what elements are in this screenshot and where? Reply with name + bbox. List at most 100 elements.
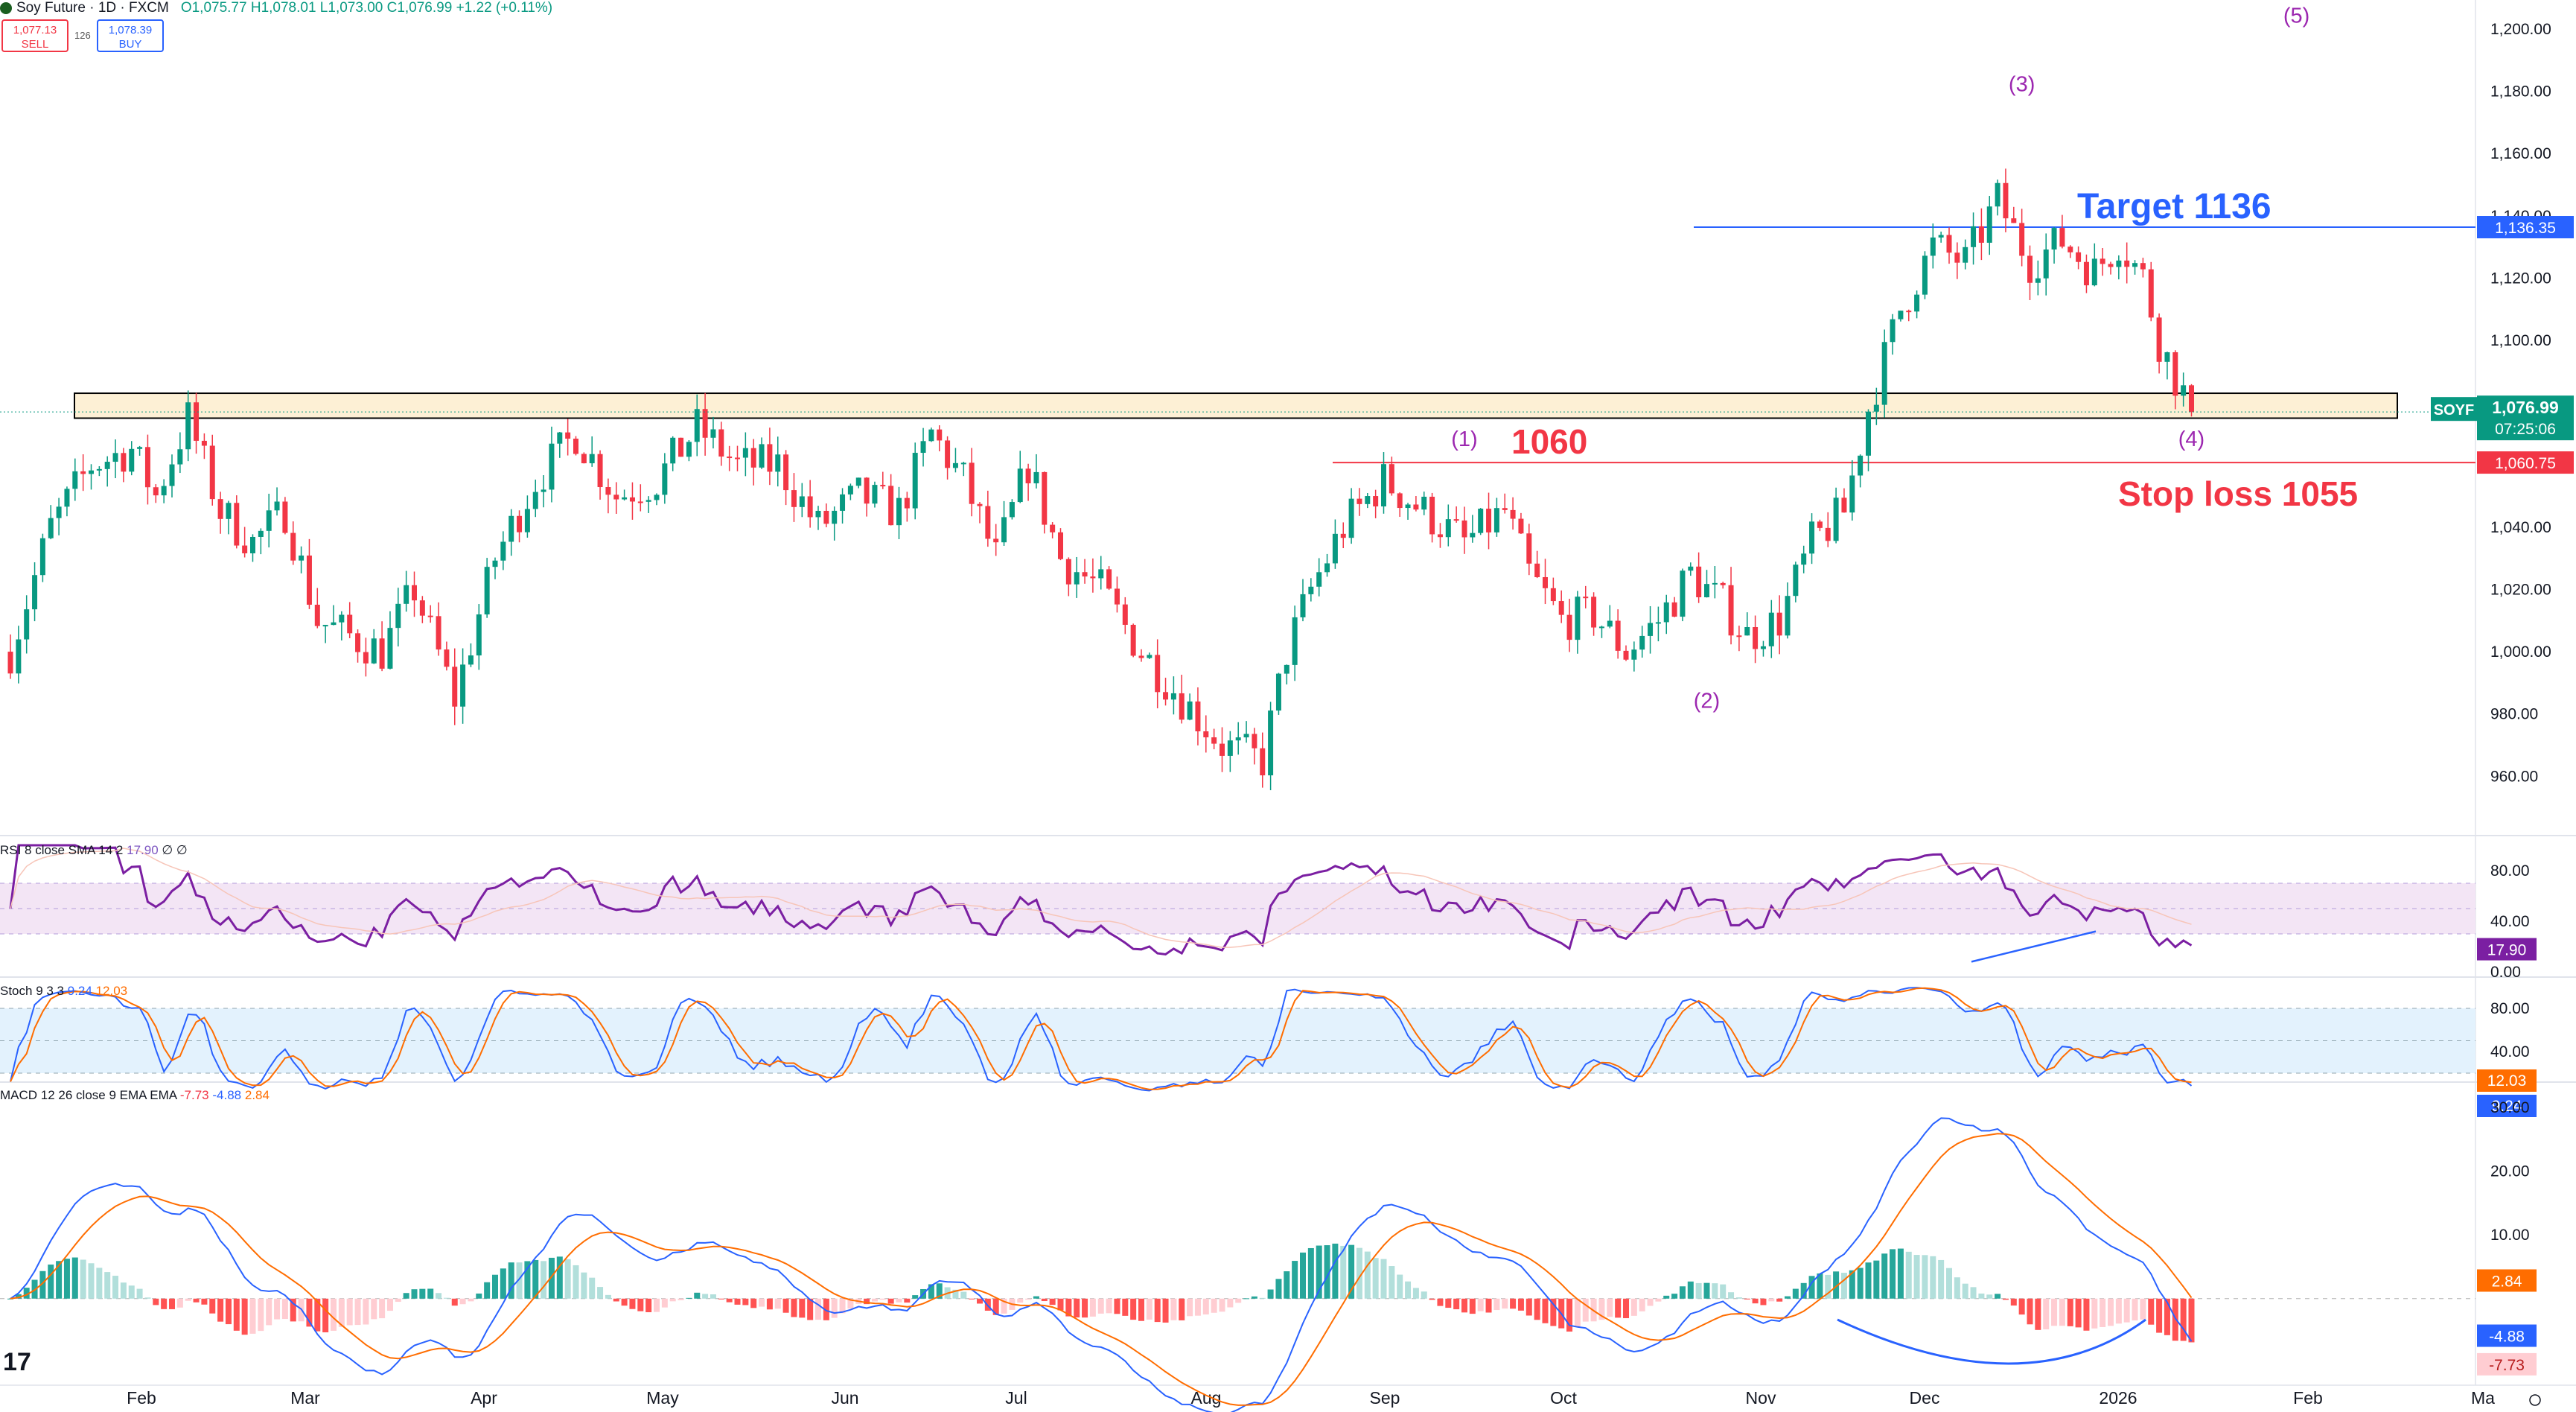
macd-histogram-bar (258, 1298, 264, 1332)
macd-hist-tag: -7.73 (2489, 1357, 2525, 1374)
spread-value: 126 (74, 30, 91, 41)
candle-body (928, 429, 934, 442)
wave-label: (4) (2178, 427, 2204, 451)
macd-histogram-bar (274, 1298, 281, 1320)
macd-histogram-bar (952, 1289, 959, 1299)
macd-tick-label: 10.00 (2490, 1227, 2530, 1244)
buy-button[interactable]: 1,078.39 BUY (97, 19, 164, 52)
macd-histogram-bar (500, 1268, 506, 1299)
macd-histogram-bar (120, 1282, 127, 1299)
stop-loss-annotation: Stop loss 1055 (2118, 474, 2358, 513)
macd-histogram-bar (2140, 1298, 2146, 1320)
candle-body (1252, 734, 1257, 748)
candle-body (573, 439, 578, 454)
candle-body (121, 453, 127, 472)
time-tick-label: Ma (2471, 1388, 2495, 1408)
candle-body (1114, 588, 1120, 605)
macd-histogram-bar (1639, 1298, 1645, 1311)
candle-body (524, 509, 530, 532)
sell-price: 1,077.13 (13, 24, 57, 36)
candle-body (1866, 411, 1871, 456)
macd-histogram-bar (411, 1289, 418, 1299)
candle-body (1615, 620, 1621, 651)
macd-histogram-bar (249, 1298, 256, 1334)
macd-histogram-bar (508, 1262, 514, 1299)
candle-body (1170, 693, 1176, 700)
macd-histogram-bar (573, 1265, 579, 1299)
macd-histogram-bar (1380, 1259, 1387, 1299)
macd-histogram-bar (71, 1257, 78, 1299)
stoch-d-tag-bg (2477, 1069, 2537, 1092)
candle-body (710, 429, 716, 438)
macd-histogram-bar (1865, 1262, 1872, 1299)
macd-histogram-bar (161, 1298, 168, 1309)
macd-histogram-bar (193, 1298, 200, 1303)
candle-body (314, 605, 320, 626)
macd-histogram-bar (128, 1285, 135, 1299)
candle-body (153, 487, 159, 496)
candle-body (1381, 464, 1386, 506)
candle-body (1558, 601, 1564, 615)
candle-body (2189, 385, 2194, 413)
candle-body (1663, 602, 1669, 623)
rsi-legend[interactable]: RSI 8 close SMA 14 2 17.90 ∅ ∅ (0, 843, 188, 858)
candle-body (904, 497, 910, 509)
candle-body (1946, 235, 1952, 253)
macd-histogram-bar (1534, 1298, 1540, 1320)
price-tick-label: 960.00 (2490, 768, 2538, 785)
macd-histogram-bar (1397, 1274, 1403, 1299)
macd-histogram-bar (1025, 1298, 1032, 1300)
macd-histogram-bar (15, 1294, 22, 1299)
candle-body (460, 664, 466, 707)
macd-histogram-bar (1623, 1298, 1629, 1319)
macd-histogram-bar (1122, 1298, 1129, 1316)
candle-body (1033, 471, 1039, 483)
macd-histogram-bar (266, 1298, 272, 1326)
candle-body (799, 496, 805, 507)
candle-body (48, 518, 54, 538)
symbol-title[interactable]: Soy Future · 1D · FXCM (16, 0, 169, 16)
macd-histogram-bar (960, 1291, 967, 1299)
macd-histogram-bar (1881, 1253, 1888, 1299)
candle-body (815, 510, 821, 518)
macd-histogram-bar (39, 1271, 46, 1299)
macd-histogram-bar (176, 1298, 183, 1308)
candle-body (1065, 559, 1071, 585)
macd-histogram-bar (2051, 1298, 2058, 1326)
macd-histogram-bar (379, 1298, 386, 1319)
candle-body (1155, 655, 1161, 693)
tradingview-logo-icon[interactable]: 17 (3, 1348, 31, 1376)
macd-histogram-bar (750, 1298, 757, 1308)
candle-body (1744, 626, 1750, 636)
candle-body (557, 432, 563, 444)
macd-histogram-bar (936, 1283, 943, 1299)
candle-body (840, 494, 846, 511)
candle-body (702, 409, 708, 438)
candle-body (727, 457, 733, 459)
macd-histogram-bar (1833, 1271, 1840, 1299)
time-tick-label: May (646, 1388, 679, 1408)
candle-body (266, 510, 272, 531)
macd-histogram-bar (88, 1263, 95, 1299)
macd-histogram-bar (1857, 1268, 1864, 1299)
candle-body (1833, 497, 1839, 541)
macd-legend[interactable]: MACD 12 26 close 9 EMA EMA -7.73 -4.88 2… (0, 1088, 270, 1103)
candle-body (1082, 572, 1088, 577)
sell-button[interactable]: 1,077.13 SELL (1, 19, 68, 52)
rsi-band (0, 883, 2475, 934)
candle-body (718, 429, 724, 457)
macd-histogram-bar (1647, 1298, 1654, 1306)
macd-histogram-bar (1421, 1291, 1427, 1299)
candle-body (1405, 504, 1411, 509)
candle-body (1995, 182, 2000, 207)
macd-histogram-bar (541, 1261, 547, 1299)
macd-histogram-bar (1307, 1247, 1314, 1299)
candle-body (242, 545, 248, 553)
stoch-legend[interactable]: Stoch 9 3 3 9.24 12.03 (0, 984, 127, 999)
macd-histogram-bar (1097, 1298, 1104, 1314)
candle-body (226, 503, 232, 519)
price-tick-label: 1,120.00 (2490, 270, 2551, 287)
candle-body (1671, 602, 1677, 617)
price-tick-label: 1,200.00 (2490, 21, 2551, 38)
